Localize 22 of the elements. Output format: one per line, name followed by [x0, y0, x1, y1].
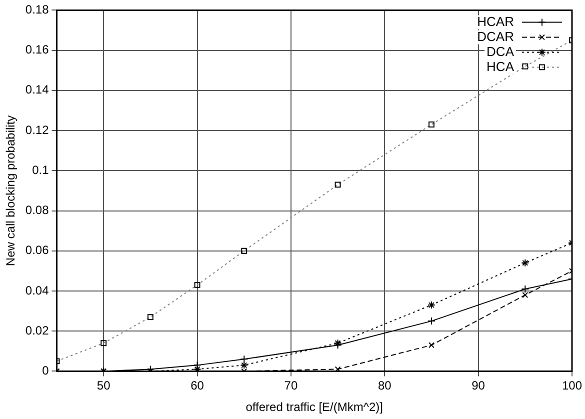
y-tick-label: 0: [42, 364, 50, 378]
x-tick-label: 60: [190, 378, 204, 393]
y-tick-label: 0.16: [25, 42, 50, 57]
legend-label: HCA: [486, 58, 514, 74]
y-tick-label: 0.08: [25, 203, 50, 218]
y-tick-label: 0.04: [25, 283, 50, 298]
x-tick-label: 100: [562, 378, 582, 393]
x-axis-title: offered traffic [E/(Mkm^2)]: [246, 400, 383, 414]
x-tick-label: 70: [284, 378, 298, 393]
y-tick-label: 0.02: [25, 323, 50, 338]
y-tick-label: 0.14: [25, 82, 50, 97]
x-tick-label: 50: [96, 378, 111, 393]
legend-label: DCAR: [477, 28, 514, 44]
x-tick-label: 90: [472, 378, 486, 393]
x-tick-label: 80: [378, 378, 392, 393]
y-tick-label: 0.18: [25, 2, 50, 17]
y-axis-title: New call blocking probability: [4, 115, 18, 266]
y-tick-label: 0.12: [25, 122, 50, 137]
y-tick-label: 0.1: [32, 162, 50, 177]
y-tick-label: 0.06: [25, 243, 50, 258]
legend-label: HCAR: [477, 14, 514, 29]
legend-label: DCA: [486, 44, 514, 59]
